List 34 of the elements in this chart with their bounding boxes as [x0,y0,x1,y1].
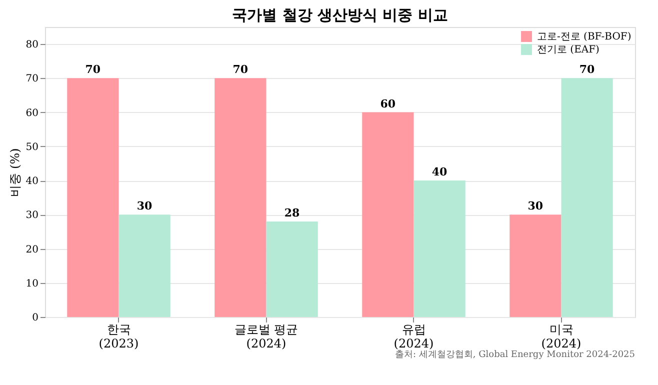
source-note: 출처: 세계철강협회, Global Energy Monitor 2024-2025 [394,350,636,360]
bar [362,112,414,317]
y-tick-label: 70 [26,74,38,85]
data-label: 40 [432,166,448,179]
data-label: 70 [85,63,101,76]
bar [118,214,170,317]
data-label: 30 [528,200,544,213]
data-label: 70 [579,63,596,76]
legend-label: 전기로 (EAF) [537,44,600,56]
bar [561,78,613,317]
bar [510,214,562,317]
x-tick-label: 미국 (2024) [541,322,582,350]
y-tick-label: 80 [26,40,38,51]
chart-title: 국가별 철강 생산방식 비중 비교 [232,6,448,24]
y-axis-title: 비중 (%) [8,148,22,197]
data-label: 28 [284,206,300,220]
data-label: 30 [136,200,153,213]
bar [266,221,318,317]
x-tick-label: 유럽 (2024) [394,322,434,350]
y-tick-label: 0 [32,312,38,324]
bar [214,78,266,317]
x-tick-label: 한국 (2023) [98,322,139,350]
y-tick-label: 40 [26,176,38,188]
y-tick-label: 20 [26,244,38,256]
x-tick-label: 글로벌 평균 (2024) [234,322,298,350]
data-label: 70 [232,63,248,76]
y-tick-label: 60 [26,108,38,119]
bar [67,78,119,317]
legend-label: 고로-전로 (BF-BOF) [537,32,632,42]
data-label: 60 [380,97,396,110]
y-tick-label: 10 [26,278,38,290]
bar [414,180,466,317]
y-tick-label: 30 [26,210,38,222]
y-tick-label: 50 [26,142,38,153]
